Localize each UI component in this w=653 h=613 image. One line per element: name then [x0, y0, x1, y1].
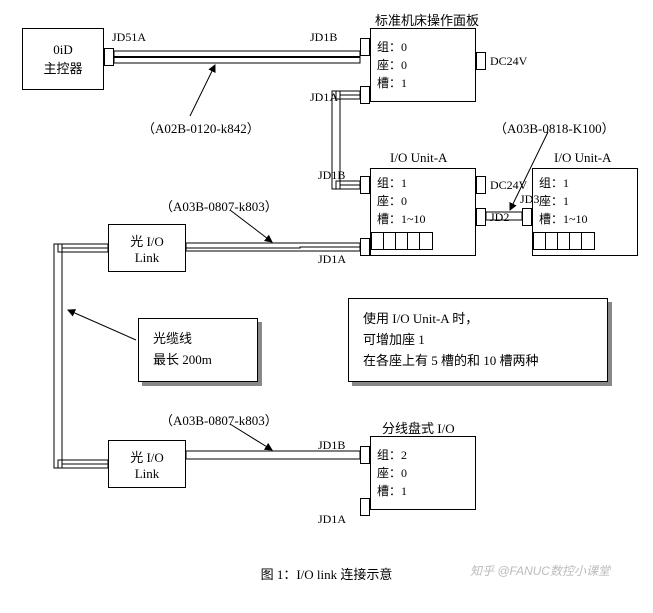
iounit2-group: 组：1 [539, 174, 588, 192]
opt-link1-l2: Link [135, 250, 160, 266]
iounit1-jd2: JD2 [490, 210, 509, 225]
subio-slot: 槽：1 [377, 482, 407, 500]
opt-link1-l1: 光 I/O [130, 231, 164, 250]
jd51a-label: JD51A [112, 30, 146, 45]
iounit2-jd3-stub [522, 208, 532, 226]
iounit1-seat: 座：0 [377, 192, 426, 210]
panel-group: 组：0 [377, 38, 407, 56]
fiber-l1: 光缆线 [153, 329, 243, 350]
cable-c3: （A03B-0818-K100） [494, 118, 615, 137]
iounit1-jd1a-stub [360, 238, 370, 256]
iounit1-jd1a: JD1A [318, 252, 346, 267]
iounit1-jd1b: JD1B [318, 168, 345, 183]
iounit1-jd2-stub [476, 208, 486, 226]
iounit2-seat: 座：1 [539, 192, 588, 210]
iounit1-title: I/O Unit-A [390, 150, 447, 166]
panel-dc: DC24V [490, 54, 527, 69]
iounit2-slots [533, 232, 595, 250]
iounit1-dc-stub [476, 176, 486, 194]
panel-dc-stub [476, 52, 486, 70]
iounit2-jd3: JD3 [520, 192, 539, 207]
cable-c2: （A03B-0807-k803） [160, 196, 278, 215]
panel-title: 标准机床操作面板 [375, 10, 479, 29]
note-l2: 可增加座 1 [363, 330, 593, 351]
opt-link1-box: 光 I/O Link [108, 224, 186, 272]
iounit2-slot: 槽：1~10 [539, 210, 588, 228]
panel-slot: 槽：1 [377, 74, 407, 92]
note-box: 使用 I/O Unit-A 时， 可增加座 1 在各座上有 5 槽的和 10 槽… [348, 298, 608, 382]
fiber-box: 光缆线 最长 200m [138, 318, 258, 382]
panel-jd1b: JD1B [310, 30, 337, 45]
iounit1-group: 组：1 [377, 174, 426, 192]
subio-title: 分线盘式 I/O [382, 418, 455, 437]
subio-group: 组：2 [377, 446, 407, 464]
panel-jd1b-stub [360, 38, 370, 56]
iounit2-box: 组：1 座：1 槽：1~10 [532, 168, 638, 256]
subio-jd1a-stub [360, 498, 370, 516]
cable-c4: （A03B-0807-k803） [160, 410, 278, 429]
controller-line2: 主控器 [43, 58, 82, 77]
watermark: 知乎 @FANUC数控小课堂 [470, 562, 610, 579]
iounit2-title: I/O Unit-A [554, 150, 611, 166]
subio-box: 组：2 座：0 槽：1 [370, 436, 476, 510]
iounit1-slot: 槽：1~10 [377, 210, 426, 228]
panel-jd1a: JD1A [310, 90, 338, 105]
controller-port [104, 48, 114, 66]
iounit1-dc: DC24V [490, 178, 527, 193]
iounit1-box: 组：1 座：0 槽：1~10 [370, 168, 476, 256]
opt-link2-l1: 光 I/O [130, 447, 164, 466]
iounit1-jd1b-stub [360, 176, 370, 194]
panel-jd1a-stub [360, 86, 370, 104]
note-l3: 在各座上有 5 槽的和 10 槽两种 [363, 351, 593, 372]
fiber-l2: 最长 200m [153, 350, 243, 371]
opt-link2-box: 光 I/O Link [108, 440, 186, 488]
subio-jd1a: JD1A [318, 512, 346, 527]
controller-box: 0iD 主控器 [22, 28, 104, 90]
panel-box: 组：0 座：0 槽：1 [370, 28, 476, 102]
cable-c1: （A02B-0120-k842） [142, 118, 260, 137]
opt-link2-l2: Link [135, 466, 160, 482]
controller-line1: 0iD [53, 42, 73, 58]
panel-seat: 座：0 [377, 56, 407, 74]
subio-jd1b-stub [360, 446, 370, 464]
subio-seat: 座：0 [377, 464, 407, 482]
note-l1: 使用 I/O Unit-A 时， [363, 309, 593, 330]
iounit1-slots [371, 232, 433, 250]
subio-jd1b: JD1B [318, 438, 345, 453]
